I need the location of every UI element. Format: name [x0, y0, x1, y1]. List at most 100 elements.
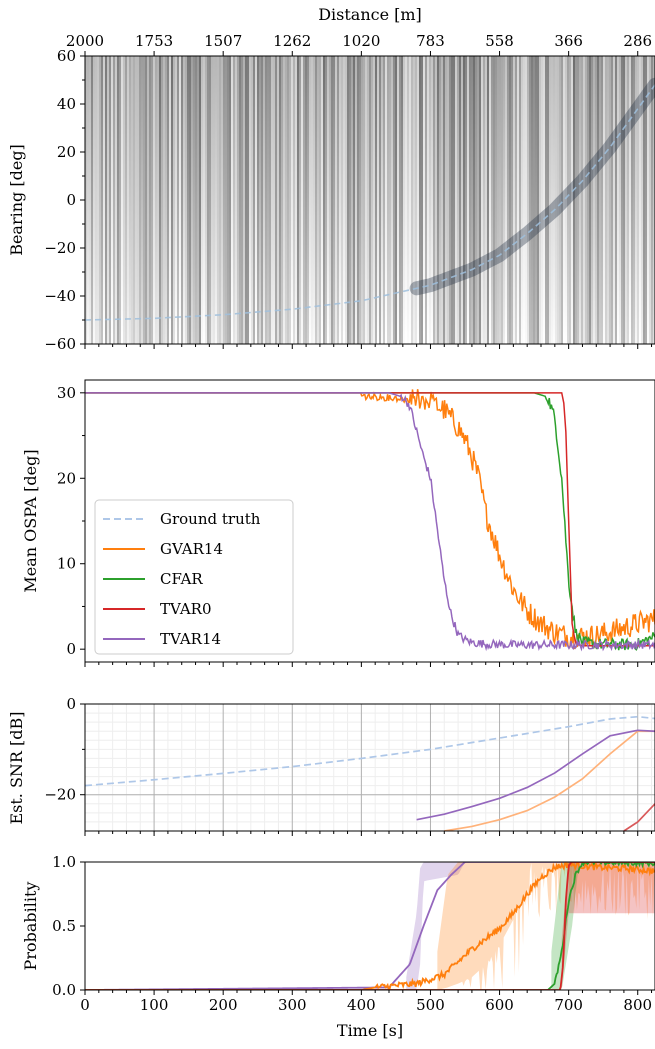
heatmap-column: [583, 56, 586, 344]
top-tick-label: 1753: [135, 32, 173, 50]
heatmap-column: [265, 56, 268, 344]
legend-box: [94, 499, 294, 655]
heatmap-column: [213, 56, 216, 344]
heatmap-column: [153, 56, 156, 344]
heatmap-column: [389, 56, 392, 344]
heatmap-column: [147, 56, 150, 344]
heatmap-column: [127, 56, 130, 344]
heatmap-column: [431, 56, 434, 344]
heatmap-column: [105, 56, 108, 344]
heatmap-column: [387, 56, 390, 344]
heatmap-column: [203, 56, 206, 344]
heatmap-column: [445, 56, 448, 344]
heatmap-column: [391, 56, 394, 344]
panel3-ytick-label: −20: [44, 786, 76, 804]
heatmap-column: [485, 56, 488, 344]
heatmap-column: [113, 56, 116, 344]
heatmap-column: [243, 56, 246, 344]
heatmap-column: [507, 56, 510, 344]
heatmap-column: [385, 56, 388, 344]
heatmap-column: [631, 56, 634, 344]
heatmap-column: [263, 56, 266, 344]
prob-series-tvar0: [85, 862, 655, 990]
panel2-ytick-label: 20: [57, 469, 76, 487]
heatmap-column: [207, 56, 210, 344]
panel3-frame: [84, 703, 655, 832]
heatmap-column: [481, 56, 484, 344]
heatmap-column: [603, 56, 606, 344]
heatmap-column: [161, 56, 164, 344]
heatmap-column: [361, 56, 364, 344]
heatmap-column: [95, 56, 98, 344]
heatmap-column: [545, 56, 548, 344]
heatmap-column: [353, 56, 356, 344]
heatmap-column: [563, 56, 566, 344]
heatmap-column: [343, 56, 346, 344]
heatmap-column: [413, 56, 416, 344]
prob-series-gvar14: [85, 862, 655, 990]
heatmap-column: [641, 56, 644, 344]
heatmap-column: [551, 56, 554, 344]
heatmap-column: [145, 56, 148, 344]
heatmap-column: [537, 56, 540, 344]
panel4-ylabel: Probability: [21, 882, 40, 971]
heatmap-column: [469, 56, 472, 344]
heatmap-column: [591, 56, 594, 344]
heatmap-column: [201, 56, 204, 344]
heatmap-column: [313, 56, 316, 344]
heatmap-column: [285, 56, 288, 344]
heatmap-column: [635, 56, 638, 344]
panel4-ytick-label: 0.5: [52, 917, 76, 935]
heatmap-column: [91, 56, 94, 344]
top-tick-label: 1262: [273, 32, 311, 50]
heatmap-column: [171, 56, 174, 344]
heatmap-column: [103, 56, 106, 344]
heatmap-image: [85, 56, 655, 344]
heatmap-column: [197, 56, 200, 344]
heatmap-column: [309, 56, 312, 344]
heatmap-column: [111, 56, 114, 344]
heatmap-column: [477, 56, 480, 344]
heatmap-column: [257, 56, 260, 344]
heatmap-column: [467, 56, 470, 344]
heatmap-column: [449, 56, 452, 344]
heatmap-column: [525, 56, 528, 344]
panel4-ytick-label: 0.0: [52, 981, 76, 999]
panel3-ytick-label: 0: [66, 695, 76, 713]
heatmap-column: [505, 56, 508, 344]
heatmap-column: [347, 56, 350, 344]
heatmap-column: [627, 56, 630, 344]
heatmap-column: [303, 56, 306, 344]
heatmap-column: [367, 56, 370, 344]
heatmap-column: [523, 56, 526, 344]
xtick-label: 600: [485, 996, 514, 1014]
heatmap-column: [183, 56, 186, 344]
panel1-ytick-label: −60: [44, 335, 76, 353]
heatmap-column: [511, 56, 514, 344]
heatmap-column: [503, 56, 506, 344]
heatmap-column: [251, 56, 254, 344]
heatmap-column: [101, 56, 104, 344]
heatmap-column: [403, 56, 406, 344]
heatmap-column: [569, 56, 572, 344]
legend-label: GVAR14: [160, 540, 223, 558]
heatmap-column: [587, 56, 590, 344]
heatmap-column: [345, 56, 348, 344]
heatmap-column: [217, 56, 220, 344]
heatmap-column: [363, 56, 366, 344]
heatmap-column: [493, 56, 496, 344]
heatmap-column: [377, 56, 380, 344]
top-tick-label: 783: [416, 32, 445, 50]
xtick-label: 400: [347, 996, 376, 1014]
heatmap-column: [231, 56, 234, 344]
top-tick-label: 558: [485, 32, 514, 50]
ospa-plot: [85, 389, 655, 652]
band-tvar0: [561, 862, 655, 990]
top-axis-label: Distance [m]: [318, 5, 422, 24]
heatmap-column: [375, 56, 378, 344]
heatmap-column: [601, 56, 604, 344]
heatmap-column: [497, 56, 500, 344]
heatmap-column: [117, 56, 120, 344]
panel4-ytick-label: 1.0: [52, 853, 76, 871]
heatmap-column: [99, 56, 102, 344]
